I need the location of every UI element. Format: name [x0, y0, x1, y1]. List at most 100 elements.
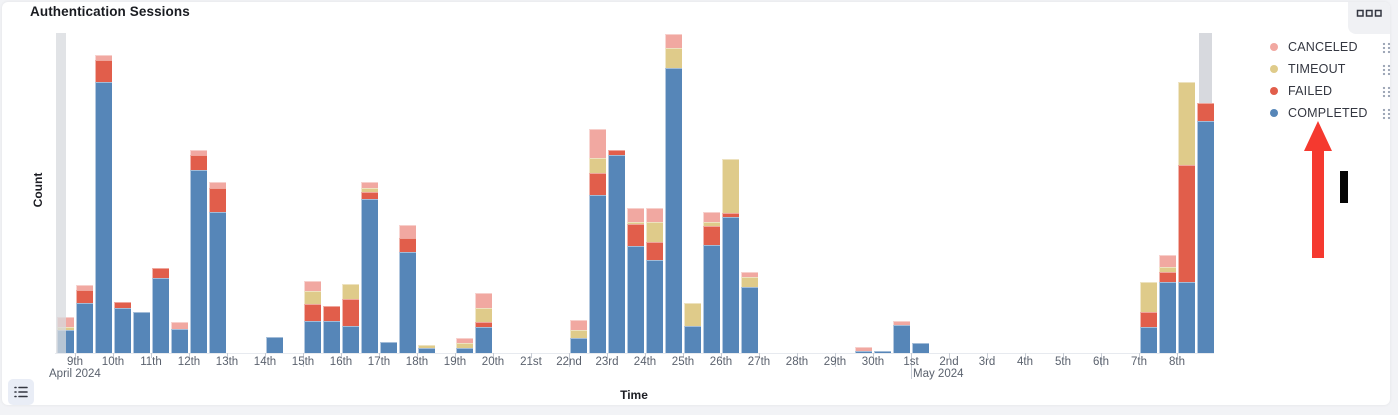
bar-segment-canceled[interactable]: [569, 320, 587, 330]
bar-segment-completed[interactable]: [455, 348, 473, 353]
bar-segment-canceled[interactable]: [455, 338, 473, 343]
drag-handle-icon[interactable]: [1382, 41, 1391, 54]
legend-item-canceled[interactable]: CANCELED: [1270, 38, 1358, 56]
bar-segment-completed[interactable]: [683, 326, 701, 353]
bar-segment-timeout[interactable]: [721, 159, 739, 213]
bar-segment-failed[interactable]: [322, 306, 340, 321]
bar-segment-completed[interactable]: [341, 326, 359, 353]
bar-segment-timeout[interactable]: [569, 330, 587, 338]
bar-segment-failed[interactable]: [1177, 165, 1195, 282]
bar-segment-failed[interactable]: [94, 60, 112, 82]
bar-segment-completed[interactable]: [854, 351, 872, 353]
bar-segment-failed[interactable]: [398, 238, 416, 252]
bar-segment-timeout[interactable]: [341, 284, 359, 299]
bar-segment-completed[interactable]: [873, 351, 891, 353]
bar-segment-completed[interactable]: [1196, 121, 1214, 353]
bar-segment-failed[interactable]: [702, 226, 720, 245]
bar-segment-failed[interactable]: [588, 173, 606, 195]
panel-options-button[interactable]: [1348, 2, 1390, 34]
bar-segment-failed[interactable]: [645, 242, 663, 260]
bar-segment-completed[interactable]: [702, 245, 720, 353]
bar-segment-completed[interactable]: [569, 338, 587, 353]
bar-segment-completed[interactable]: [740, 287, 758, 353]
bar-segment-canceled[interactable]: [854, 347, 872, 351]
bar-segment-canceled[interactable]: [740, 272, 758, 277]
legend-item-failed[interactable]: FAILED: [1270, 82, 1332, 100]
bar-segment-failed[interactable]: [1158, 272, 1176, 282]
bar-segment-canceled[interactable]: [170, 322, 188, 329]
bar-segment-completed[interactable]: [626, 246, 644, 353]
bar-segment-canceled[interactable]: [702, 212, 720, 222]
bar-segment-timeout[interactable]: [360, 188, 378, 192]
bar-segment-failed[interactable]: [607, 150, 625, 155]
bar-segment-completed[interactable]: [265, 337, 283, 353]
bar-segment-completed[interactable]: [189, 170, 207, 353]
bar-segment-completed[interactable]: [588, 195, 606, 353]
bar-segment-completed[interactable]: [721, 217, 739, 353]
bar-segment-timeout[interactable]: [455, 343, 473, 348]
bar-segment-timeout[interactable]: [303, 291, 321, 304]
bar-segment-canceled[interactable]: [208, 182, 226, 188]
bar-segment-failed[interactable]: [721, 213, 739, 217]
bar-segment-failed[interactable]: [75, 290, 93, 303]
bar-segment-completed[interactable]: [1158, 282, 1176, 353]
bar-segment-canceled[interactable]: [360, 182, 378, 188]
bar-segment-timeout[interactable]: [664, 48, 682, 68]
bar-segment-timeout[interactable]: [740, 277, 758, 287]
bar-segment-completed[interactable]: [911, 343, 929, 353]
drag-handle-icon[interactable]: [1382, 107, 1391, 120]
bar-segment-completed[interactable]: [360, 199, 378, 353]
bar-segment-timeout[interactable]: [1158, 267, 1176, 272]
bar-segment-canceled[interactable]: [75, 285, 93, 290]
bar-segment-completed[interactable]: [607, 155, 625, 353]
bar-segment-failed[interactable]: [151, 268, 169, 278]
bar-segment-failed[interactable]: [303, 304, 321, 321]
bar-segment-canceled[interactable]: [398, 225, 416, 238]
bar-segment-completed[interactable]: [664, 68, 682, 353]
bar-segment-canceled[interactable]: [189, 150, 207, 155]
bar-segment-completed[interactable]: [132, 312, 150, 353]
bar-segment-failed[interactable]: [1139, 312, 1157, 327]
bar-segment-completed[interactable]: [1177, 282, 1195, 353]
bar-segment-completed[interactable]: [892, 325, 910, 353]
bar-segment-completed[interactable]: [151, 278, 169, 353]
bar-segment-canceled[interactable]: [626, 208, 644, 222]
bar-segment-timeout[interactable]: [1139, 282, 1157, 312]
legend-toggle-button[interactable]: [8, 379, 34, 405]
bar-segment-failed[interactable]: [1196, 103, 1214, 121]
bar-segment-canceled[interactable]: [94, 55, 112, 60]
bar-segment-timeout[interactable]: [683, 303, 701, 326]
drag-handle-icon[interactable]: [1382, 85, 1391, 98]
bar-segment-canceled[interactable]: [645, 208, 663, 222]
bar-segment-failed[interactable]: [626, 224, 644, 246]
bar-segment-completed[interactable]: [398, 252, 416, 353]
bar-segment-timeout[interactable]: [588, 158, 606, 173]
bar-segment-failed[interactable]: [208, 188, 226, 212]
bar-segment-canceled[interactable]: [664, 34, 682, 48]
bar-segment-canceled[interactable]: [588, 129, 606, 158]
bar-segment-completed[interactable]: [94, 82, 112, 353]
bar-segment-completed[interactable]: [645, 260, 663, 353]
bar-segment-failed[interactable]: [474, 322, 492, 327]
bar-segment-failed[interactable]: [360, 192, 378, 199]
bar-segment-completed[interactable]: [113, 308, 131, 353]
bar-segment-canceled[interactable]: [892, 321, 910, 325]
bar-segment-completed[interactable]: [170, 329, 188, 353]
bar-segment-canceled[interactable]: [1158, 255, 1176, 267]
bar-segment-failed[interactable]: [341, 299, 359, 326]
bar-segment-completed[interactable]: [1139, 327, 1157, 353]
bar-segment-timeout[interactable]: [702, 222, 720, 226]
bar-segment-canceled[interactable]: [474, 293, 492, 308]
bar-segment-completed[interactable]: [474, 327, 492, 353]
bar-segment-failed[interactable]: [189, 155, 207, 170]
drag-handle-icon[interactable]: [1382, 63, 1391, 76]
bar-segment-timeout[interactable]: [417, 345, 435, 348]
bar-segment-timeout[interactable]: [1177, 82, 1195, 165]
bar-segment-completed[interactable]: [208, 212, 226, 353]
legend-item-completed[interactable]: COMPLETED: [1270, 104, 1368, 122]
bar-segment-completed[interactable]: [417, 348, 435, 353]
bar-segment-failed[interactable]: [113, 302, 131, 308]
bar-segment-timeout[interactable]: [626, 222, 644, 224]
bar-segment-canceled[interactable]: [303, 281, 321, 291]
bar-segment-completed[interactable]: [322, 321, 340, 353]
